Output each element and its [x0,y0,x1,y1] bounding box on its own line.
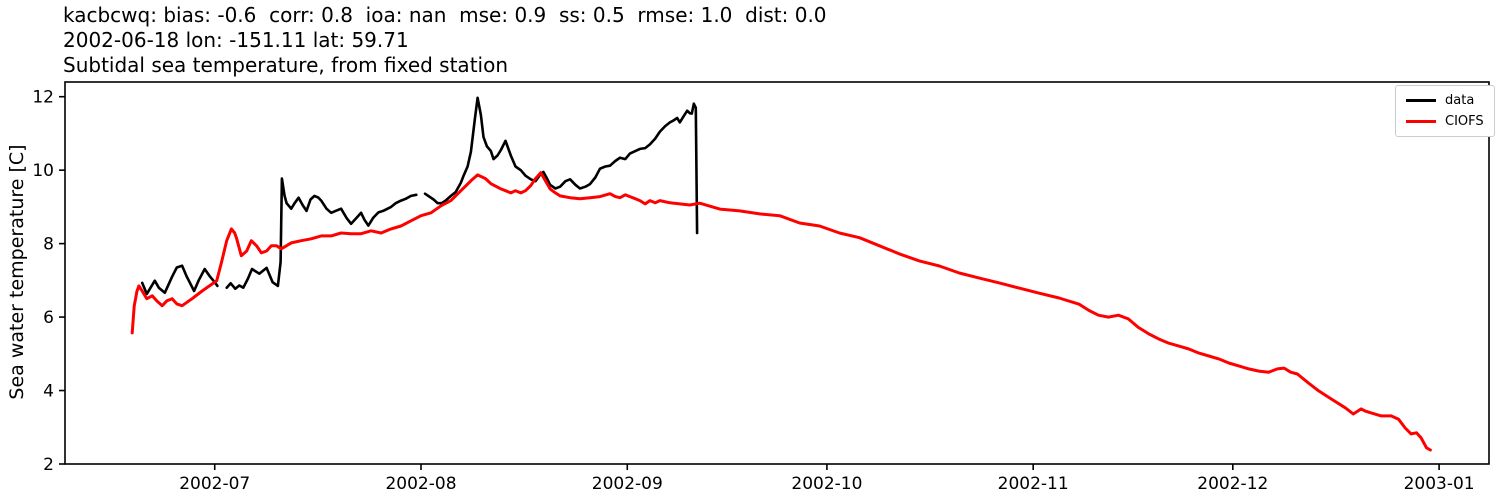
series-line-data [225,177,418,291]
y-tick-label: 10 [32,161,54,181]
x-tick-label: 2002-12 [1197,474,1268,494]
x-tick-label: 2002-08 [385,474,456,494]
ciofs-line-sample-icon [1406,120,1436,123]
legend-label-data: data [1445,93,1475,108]
subtitle-line: Subtidal sea temperature, from fixed sta… [63,53,508,77]
legend-entry-ciofs: CIOFS [1406,115,1484,128]
date-location-title-line: 2002-06-18 lon: -151.11 lat: 59.71 [63,28,409,52]
data-line-sample-icon [1406,99,1436,102]
x-tick-label: 2002-09 [592,474,663,494]
legend: data CIOFS [1395,85,1495,137]
series-line-data [140,264,219,296]
x-tick-label: 2002-10 [791,474,862,494]
stats-title-line: kacbcwq: bias: -0.6 corr: 0.8 ioa: nan m… [63,3,827,27]
y-tick-label: 2 [43,455,54,475]
legend-label-ciofs: CIOFS [1445,114,1484,129]
x-tick-label: 2002-11 [998,474,1069,494]
x-tick-label: 2003-01 [1404,474,1475,494]
series-line-CIOFS [130,171,1432,452]
y-tick-label: 6 [43,308,54,328]
axes-frame [64,81,1490,465]
chart-titles: kacbcwq: bias: -0.6 corr: 0.8 ioa: nan m… [63,3,827,78]
y-tick-label: 4 [43,382,54,402]
legend-entry-data: data [1406,94,1484,107]
y-tick-label: 8 [43,235,54,255]
y-tick-label: 12 [32,88,54,108]
series-line-data [423,96,699,235]
x-tick-label: 2002-07 [179,474,250,494]
